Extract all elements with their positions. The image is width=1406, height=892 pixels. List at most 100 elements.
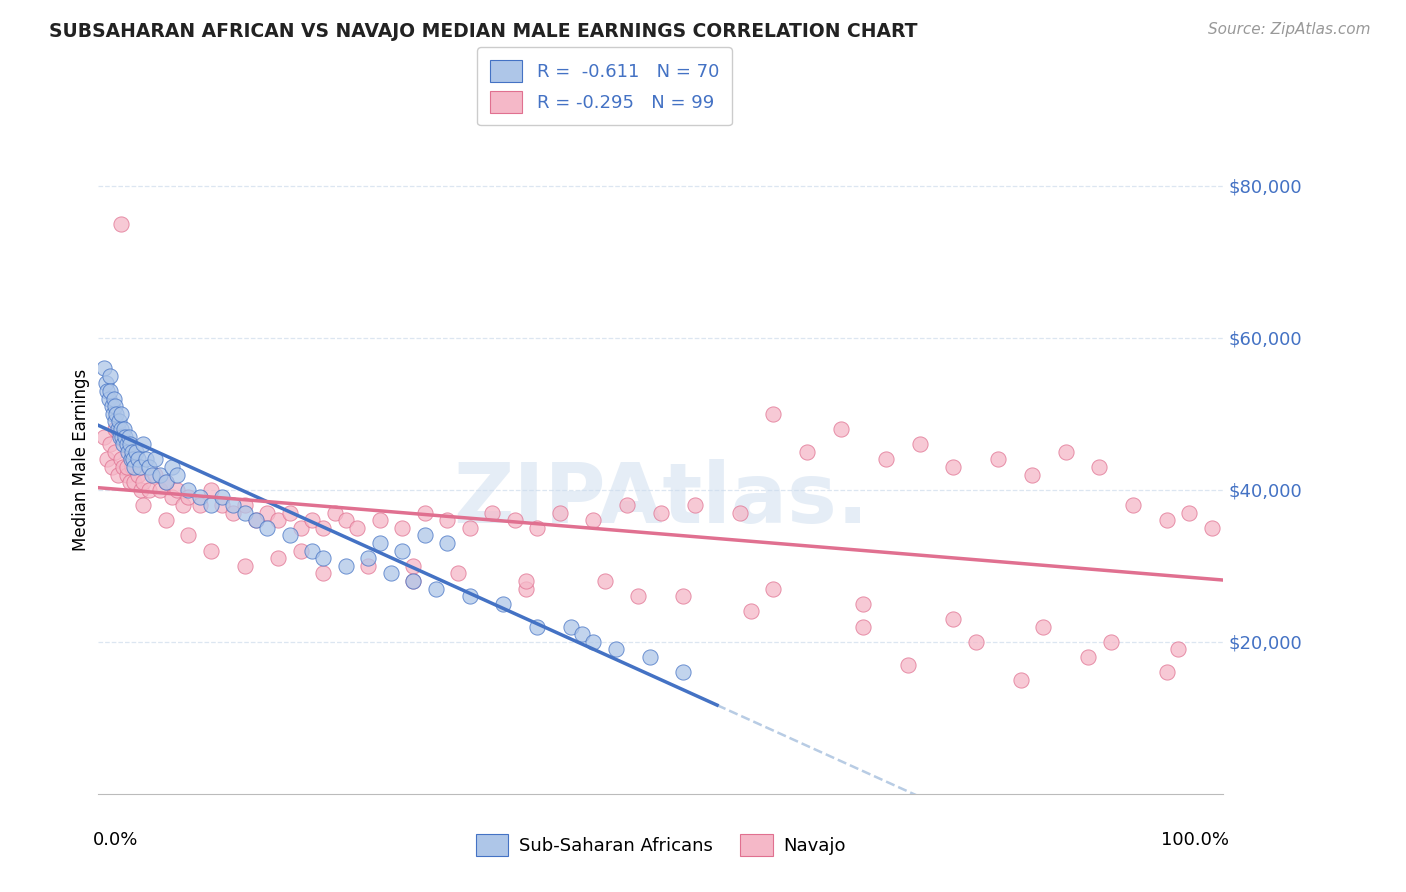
Point [1201,521,1223,535]
Point [278,506,301,520]
Point [108,429,131,443]
Point [107,414,129,428]
Point [111,429,134,443]
Point [447,566,470,581]
Point [110,217,132,231]
Point [132,475,155,490]
Point [942,612,965,626]
Point [124,444,146,458]
Point [188,498,211,512]
Point [124,475,146,490]
Point [1156,665,1178,680]
Text: 100.0%: 100.0% [1161,830,1229,848]
Legend: Sub-Saharan Africans, Navajo: Sub-Saharan Africans, Navajo [467,825,855,865]
Point [391,543,413,558]
Point [346,521,368,535]
Point [290,543,312,558]
Point [222,506,245,520]
Point [160,491,183,505]
Point [122,452,145,467]
Point [245,513,267,527]
Point [672,665,695,680]
Point [942,460,965,475]
Point [503,513,526,527]
Point [118,429,141,443]
Point [101,399,124,413]
Point [233,498,256,512]
Point [103,392,125,406]
Point [1010,673,1032,687]
Point [166,483,188,497]
Point [875,452,897,467]
Point [117,444,139,458]
Point [987,452,1010,467]
Point [515,574,537,588]
Point [267,513,290,527]
Point [830,422,852,436]
Text: Source: ZipAtlas.com: Source: ZipAtlas.com [1208,22,1371,37]
Point [335,513,357,527]
Point [548,506,571,520]
Point [368,513,391,527]
Point [121,460,143,475]
Point [1122,498,1144,512]
Y-axis label: Median Male Earnings: Median Male Earnings [72,368,90,550]
Point [101,407,124,421]
Point [149,483,172,497]
Point [96,376,118,391]
Point [112,422,135,436]
Point [368,536,391,550]
Point [481,506,503,520]
Point [138,483,160,497]
Point [1178,506,1201,520]
Point [290,521,312,535]
Point [413,528,436,542]
Text: 0.0%: 0.0% [93,830,138,848]
Text: ZIPAtlas.: ZIPAtlas. [453,459,869,540]
Point [402,558,425,573]
Point [301,543,323,558]
Point [98,368,121,383]
Point [107,422,129,436]
Point [436,513,458,527]
Point [143,452,166,467]
Point [312,551,335,566]
Point [114,429,136,443]
Point [908,437,931,451]
Point [278,528,301,542]
Point [101,460,124,475]
Text: SUBSAHARAN AFRICAN VS NAVAJO MEDIAN MALE EARNINGS CORRELATION CHART: SUBSAHARAN AFRICAN VS NAVAJO MEDIAN MALE… [49,22,918,41]
Point [120,452,142,467]
Point [897,657,920,672]
Point [672,589,695,603]
Point [200,483,222,497]
Point [177,528,200,542]
Point [762,582,785,596]
Point [177,491,200,505]
Point [560,620,582,634]
Point [110,407,132,421]
Point [740,604,762,618]
Point [233,558,256,573]
Point [121,444,143,458]
Point [312,521,335,535]
Point [127,467,149,482]
Point [155,475,177,490]
Point [118,475,141,490]
Point [112,460,135,475]
Point [110,422,132,436]
Point [132,437,155,451]
Point [515,582,537,596]
Point [97,392,120,406]
Point [357,558,380,573]
Point [301,513,323,527]
Point [105,407,128,421]
Point [627,589,650,603]
Point [638,650,661,665]
Point [177,483,200,497]
Point [200,543,222,558]
Point [141,467,163,482]
Point [796,444,818,458]
Point [233,506,256,520]
Point [132,498,155,512]
